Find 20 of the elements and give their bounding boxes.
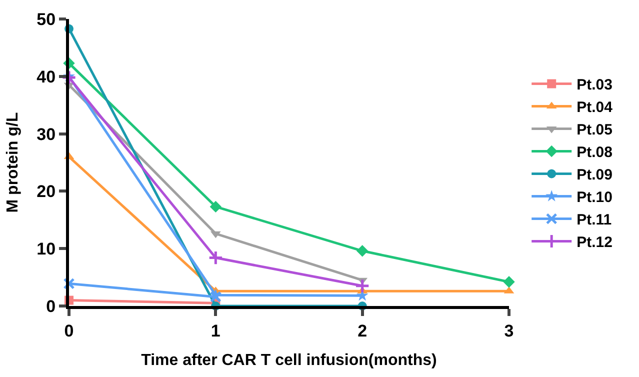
x-tick-label: 3 — [504, 321, 514, 340]
legend-label: Pt.09 — [576, 166, 612, 184]
x-tick-label: 1 — [210, 321, 220, 340]
legend-label: Pt.12 — [576, 234, 612, 252]
legend-label: Pt.10 — [576, 189, 612, 206]
y-tick-label: 30 — [36, 124, 56, 144]
y-axis-title: M protein g/L — [4, 112, 22, 213]
legend-label: Pt.04 — [576, 99, 614, 116]
x-axis-title: Time after CAR T cell infusion(months) — [141, 352, 437, 370]
y-tick-label: 50 — [36, 10, 56, 29]
y-tick-label: 0 — [46, 296, 56, 316]
y-tick-label: 10 — [36, 240, 56, 259]
y-tick-label: 20 — [36, 182, 56, 202]
legend-label: Pt.08 — [576, 144, 612, 162]
x-tick-label: 2 — [358, 321, 368, 340]
legend-label: Pt.03 — [576, 76, 612, 94]
x-tick-label: 0 — [64, 321, 74, 340]
legend-label: Pt.11 — [576, 212, 612, 229]
legend-label: Pt.05 — [576, 122, 612, 139]
y-tick-label: 40 — [36, 67, 56, 86]
